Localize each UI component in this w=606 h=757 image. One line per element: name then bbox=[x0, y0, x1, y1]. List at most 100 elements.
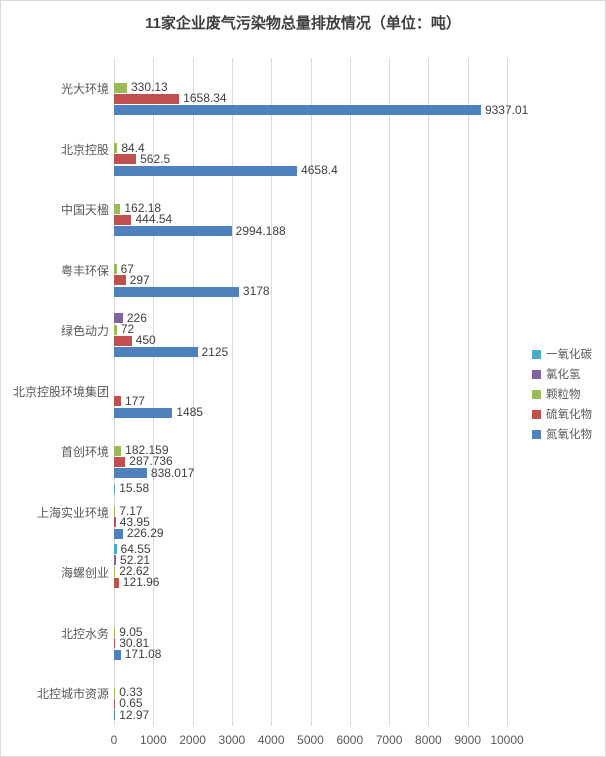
bar-氮氧化物 bbox=[114, 468, 147, 479]
legend-label: 颗粒物 bbox=[546, 389, 581, 401]
category-label: 中国天楹 bbox=[60, 203, 109, 218]
bar-颗粒物 bbox=[114, 324, 117, 335]
bar-颗粒物 bbox=[114, 203, 121, 214]
bar-value-label: 30.81 bbox=[119, 635, 150, 650]
legend: 一氧化碳氯化氢颗粒物硫氧化物氮氧化物 bbox=[532, 344, 604, 444]
bar-value-label: 0.65 bbox=[119, 696, 143, 711]
bar-硫氧化物 bbox=[114, 93, 180, 104]
bar-value-label: 1485 bbox=[176, 405, 204, 420]
bar-value-label: 52.21 bbox=[120, 552, 151, 567]
bar-氯化氢 bbox=[114, 313, 123, 324]
category-label: 北京控股环境集团 bbox=[12, 384, 109, 399]
gridline bbox=[271, 58, 273, 726]
bar-value-label: 177 bbox=[124, 393, 145, 408]
bar-value-label: 22.62 bbox=[119, 564, 150, 579]
bar-value-label: 2994.188 bbox=[235, 223, 286, 238]
bar-value-label: 0.33 bbox=[119, 685, 143, 700]
bar-value-label: 182.159 bbox=[125, 443, 169, 458]
legend-item-氮氧化物: 氮氧化物 bbox=[532, 424, 604, 444]
bar-氮氧化物 bbox=[114, 649, 121, 660]
bar-value-label: 297 bbox=[129, 272, 150, 287]
category-label: 海螺创业 bbox=[60, 566, 109, 581]
legend-label: 一氧化碳 bbox=[546, 349, 592, 361]
legend-swatch-icon bbox=[532, 429, 541, 439]
bar-硫氧化物 bbox=[114, 396, 121, 407]
bar-硫氧化物 bbox=[114, 698, 116, 709]
bar-value-label: 3178 bbox=[242, 284, 270, 299]
bar-硫氧化物 bbox=[114, 517, 116, 528]
bar-value-label: 226.29 bbox=[126, 526, 164, 541]
bar-氯化氢 bbox=[114, 555, 117, 566]
x-tick-label: 3000 bbox=[218, 733, 246, 747]
bar-氮氧化物 bbox=[114, 105, 481, 116]
bar-颗粒物 bbox=[114, 627, 116, 638]
legend-item-硫氧化物: 硫氧化物 bbox=[532, 404, 604, 424]
legend-swatch-icon bbox=[532, 409, 541, 419]
bar-颗粒物 bbox=[114, 143, 118, 154]
bar-颗粒物 bbox=[114, 687, 116, 698]
bar-value-label: 84.4 bbox=[121, 140, 145, 155]
x-tick-label: 4000 bbox=[257, 733, 285, 747]
bar-氮氧化物 bbox=[114, 528, 123, 539]
legend-label: 氯化氢 bbox=[546, 369, 581, 381]
bar-value-label: 121.96 bbox=[122, 575, 160, 590]
gridline bbox=[428, 58, 430, 726]
bar-颗粒物 bbox=[114, 264, 117, 275]
bar-value-label: 450 bbox=[135, 333, 156, 348]
gridline bbox=[349, 58, 351, 726]
x-tick-label: 5000 bbox=[297, 733, 324, 747]
legend-swatch-icon bbox=[532, 349, 541, 359]
bar-一氧化碳 bbox=[114, 483, 116, 494]
bar-value-label: 1658.34 bbox=[183, 91, 227, 106]
x-tick-label: 0 bbox=[110, 733, 118, 747]
bar-氮氧化物 bbox=[114, 165, 298, 176]
bar-硫氧化物 bbox=[114, 577, 119, 588]
bar-氮氧化物 bbox=[114, 226, 232, 237]
category-label: 光大环境 bbox=[60, 82, 109, 97]
x-tick-label: 7000 bbox=[375, 733, 403, 747]
bar-硫氧化物 bbox=[114, 275, 126, 286]
gridline bbox=[507, 58, 508, 726]
bar-硫氧化物 bbox=[114, 154, 137, 165]
bar-value-label: 9.05 bbox=[119, 624, 143, 639]
bar-氮氧化物 bbox=[114, 407, 173, 418]
legend-swatch-icon bbox=[532, 369, 541, 379]
bar-颗粒物 bbox=[114, 566, 116, 577]
category-label: 北控城市资源 bbox=[36, 687, 109, 702]
bar-value-label: 64.55 bbox=[120, 541, 151, 556]
bar-氮氧化物 bbox=[114, 347, 198, 358]
bar-value-label: 838.017 bbox=[150, 465, 195, 480]
bar-氮氧化物 bbox=[114, 286, 239, 297]
category-label: 上海实业环境 bbox=[36, 505, 109, 520]
bar-value-label: 330.13 bbox=[130, 80, 168, 95]
chart-title: 11家企业废气污染物总量排放情况（单位：吨） bbox=[145, 15, 461, 32]
gridline bbox=[153, 58, 155, 726]
bar-value-label: 67 bbox=[120, 261, 134, 276]
bar-value-label: 2125 bbox=[201, 344, 229, 359]
gridline bbox=[310, 58, 312, 726]
bar-value-label: 171.08 bbox=[124, 647, 162, 662]
x-tick-label: 6000 bbox=[336, 733, 364, 747]
bar-value-label: 226 bbox=[126, 310, 147, 325]
gridline bbox=[114, 58, 115, 726]
bar-value-label: 162.18 bbox=[124, 201, 162, 216]
category-label: 北控水务 bbox=[60, 626, 109, 641]
bar-value-label: 4658.4 bbox=[301, 163, 338, 178]
bar-颗粒物 bbox=[114, 445, 122, 456]
gridline bbox=[231, 58, 233, 726]
category-label: 绿色动力 bbox=[60, 324, 109, 339]
bar-颗粒物 bbox=[114, 506, 116, 517]
bar-一氧化碳 bbox=[114, 544, 117, 554]
bar-颗粒物 bbox=[114, 82, 127, 93]
bar-value-label: 9337.01 bbox=[484, 102, 529, 117]
bar-硫氧化物 bbox=[114, 456, 126, 467]
x-tick-label: 8000 bbox=[415, 733, 442, 747]
legend-item-一氧化碳: 一氧化碳 bbox=[532, 344, 604, 364]
legend-label: 氮氧化物 bbox=[546, 429, 592, 441]
x-tick-label: 10000 bbox=[490, 733, 524, 747]
gridline bbox=[389, 58, 391, 726]
bar-value-label: 444.54 bbox=[135, 212, 173, 227]
legend-item-氯化氢: 氯化氢 bbox=[532, 364, 604, 384]
bar-硫氧化物 bbox=[114, 638, 116, 649]
bar-氮氧化物 bbox=[114, 710, 116, 721]
